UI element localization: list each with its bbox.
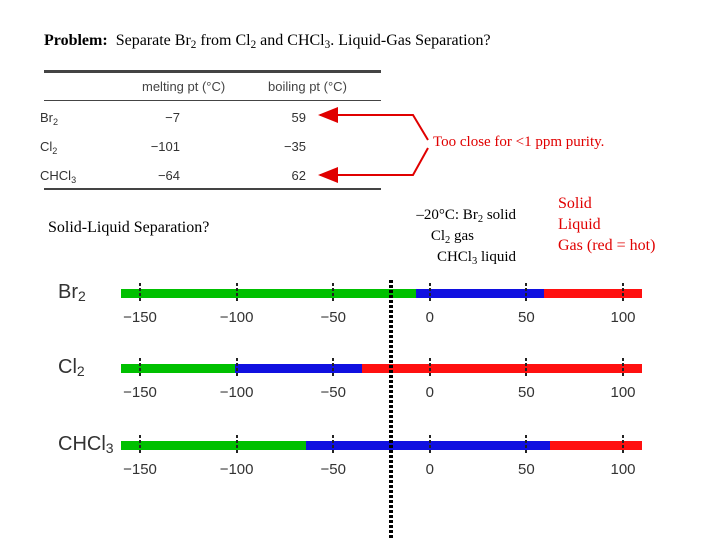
properties-table: melting pt (°C) boiling pt (°C) Br2 −7 5… [36,66,384,192]
too-close-annotation: Too close for <1 ppm purity. [433,134,605,150]
axis-tick-label: 100 [610,461,636,478]
legend-gas: Gas (red = hot) [558,237,656,254]
axis-tick-label: 0 [425,461,434,478]
axis-tick [332,435,335,455]
gas-segment [549,441,643,450]
cut-temperature-line [389,280,394,540]
axis-tick [139,283,141,303]
table-bottom-rule [44,188,381,190]
axis-tick [525,435,528,455]
axis-tick-label: −150 [123,384,157,401]
axis-tick [139,435,141,455]
table-row-compound: Cl2 [40,139,58,156]
axis-tick [235,283,238,303]
axis-tick [428,358,431,378]
arrow-to-br2-boiling [318,107,429,141]
axis-tick [235,435,238,455]
phase-legend: Solid Liquid Gas (red = hot) [558,193,655,256]
axis-tick [525,358,528,378]
temperature-state-note: –20°C: Br2 solid Cl2 gas CHCl3 liquid [340,205,516,268]
axis-tick-label: −50 [320,461,346,478]
temp-note-chcl3: CHCl3 liquid [436,249,516,267]
liquid-segment [416,289,544,298]
gas-segment [362,364,643,373]
axis-tick [622,358,624,378]
axis-tick-label: −100 [219,461,254,478]
page-title: Problem: Separate Br2 from Cl2 and CHCl3… [44,32,491,51]
solid-segment [120,364,235,373]
axis-tick-label: −150 [123,309,157,326]
axis-tick-label: 100 [610,309,636,326]
liquid-segment [234,364,363,373]
temp-note-cl2: Cl2 gas [430,228,474,246]
table-cell-boiling: −35 [283,139,306,154]
axis-tick-label: 100 [610,384,636,401]
axis-tick [622,435,624,455]
legend-solid: Solid [558,195,592,212]
axis-tick [525,283,528,303]
axis-tick-label: 0 [425,384,434,401]
gas-segment [543,289,643,298]
temp-note-br2: –20°C: Br2 solid [416,207,516,225]
table-cell-melting: −101 [150,139,180,154]
title-text: Separate Br2 from Cl2 and CHCl3. Liquid-… [115,32,491,51]
axis-tick [332,283,335,303]
solid-segment [120,441,307,450]
axis-tick [622,283,624,303]
axis-tick-label: 50 [518,461,535,478]
compound-label: Br2 [58,281,86,304]
header-melting-pt: melting pt (°C) [142,79,226,94]
liquid-segment [306,441,550,450]
axis-tick [428,283,431,303]
axis-tick-label: 50 [518,309,535,326]
axis-tick [139,358,141,378]
table-row-compound: Br2 [40,110,59,127]
table-cell-melting: −64 [157,168,180,183]
table-row-compound: CHCl3 [40,168,77,185]
axis-tick-label: −150 [123,461,157,478]
solid-segment [120,289,417,298]
axis-tick-label: −50 [320,309,346,326]
axis-tick-label: 50 [518,384,535,401]
axis-tick-label: −100 [219,384,254,401]
axis-tick-label: −100 [219,309,254,326]
table-top-rule [44,70,381,73]
axis-tick-label: 0 [425,309,434,326]
axis-tick [332,358,335,378]
solid-liquid-question: Solid-Liquid Separation? [48,219,210,236]
title-prefix: Problem: [44,32,108,49]
table-cell-boiling: 62 [291,168,306,183]
table-header-rule [44,100,381,101]
compound-label: Cl2 [58,356,85,379]
legend-liquid: Liquid [558,216,601,233]
axis-tick [428,435,431,455]
axis-tick [235,358,238,378]
table-cell-boiling: 59 [291,110,306,125]
header-boiling-pt: boiling pt (°C) [268,79,347,94]
compound-label: CHCl3 [58,433,114,456]
axis-tick-label: −50 [320,384,346,401]
arrow-to-chcl3-boiling [318,147,429,183]
table-cell-melting: −7 [165,110,180,125]
